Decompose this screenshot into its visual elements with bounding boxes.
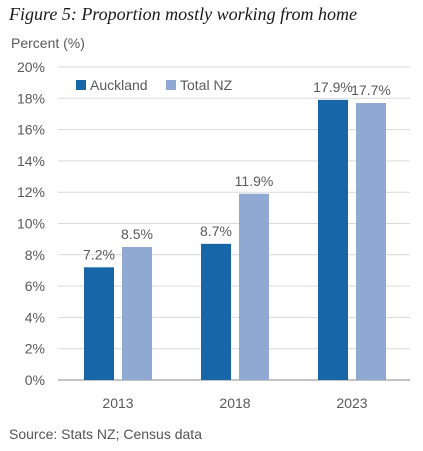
y-axis-ticks: 0% 2% 4% 6% 8% 10% 12% 14% 16% 18% 20% xyxy=(17,59,45,388)
bar-total-nz-2018 xyxy=(239,193,269,380)
y-tick-label: 8% xyxy=(25,247,45,263)
legend: Auckland Total NZ xyxy=(76,77,233,93)
y-tick-label: 10% xyxy=(17,216,45,232)
data-label: 7.2% xyxy=(83,246,115,262)
x-tick-label: 2018 xyxy=(219,395,250,411)
x-axis-ticks: 2013 2018 2023 xyxy=(102,395,367,411)
bars: 7.2% 8.5% 8.7% 11.9% 17.9%17.7% xyxy=(83,79,391,381)
y-tick-label: 4% xyxy=(25,309,45,325)
legend-label: Auckland xyxy=(90,77,148,93)
y-tick-label: 0% xyxy=(25,372,45,388)
gridlines xyxy=(58,66,410,381)
y-tick-label: 16% xyxy=(17,122,45,138)
bar-auckland-2023 xyxy=(318,99,348,381)
y-tick-label: 2% xyxy=(25,341,45,357)
data-label: 17.7% xyxy=(351,82,391,98)
bar-total-nz-2023 xyxy=(356,102,386,381)
y-tick-label: 12% xyxy=(17,184,45,200)
data-label: 11.9% xyxy=(235,173,274,189)
source-note: Source: Stats NZ; Census data xyxy=(9,426,202,442)
bar-total-nz-2013 xyxy=(122,246,152,380)
legend-label: Total NZ xyxy=(180,77,233,93)
bar-auckland-2018 xyxy=(201,243,231,380)
legend-swatch-auckland xyxy=(76,80,86,90)
y-tick-label: 14% xyxy=(17,153,45,169)
data-label: 8.5% xyxy=(121,226,153,242)
legend-swatch-total-nz xyxy=(166,80,176,90)
chart-title: Figure 5: Proportion mostly working from… xyxy=(9,4,357,24)
bar-auckland-2013 xyxy=(84,267,114,380)
y-axis-label: Percent (%) xyxy=(11,35,85,51)
y-tick-label: 18% xyxy=(17,90,45,106)
data-label: 17.9% xyxy=(313,79,353,95)
y-tick-label: 20% xyxy=(17,59,45,75)
data-label: 8.7% xyxy=(200,223,232,239)
y-tick-label: 6% xyxy=(25,278,45,294)
x-tick-label: 2013 xyxy=(102,395,133,411)
x-tick-label: 2023 xyxy=(336,395,367,411)
